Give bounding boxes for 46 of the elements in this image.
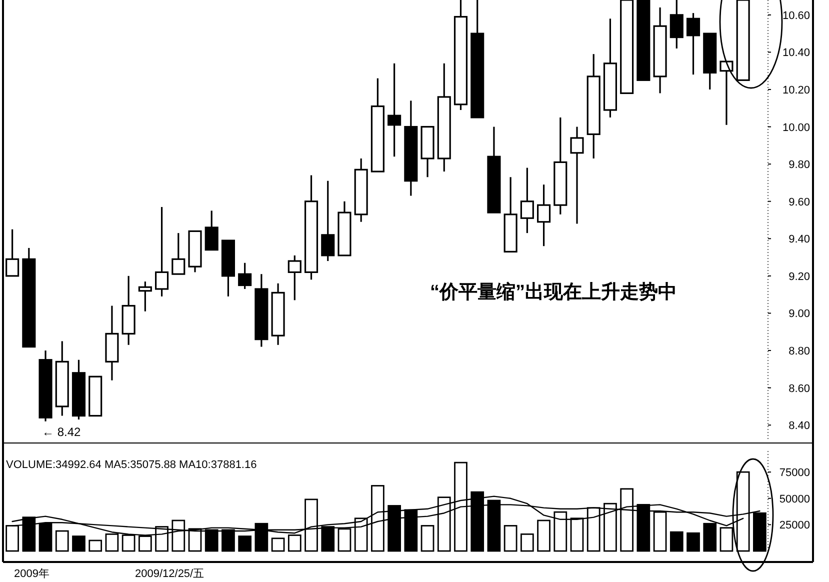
text: 2009年 [14,568,50,580]
y-tick-label: 9.80 [788,159,810,172]
candlestick [586,53,600,160]
bar [238,536,252,552]
y-tick-label: 8.60 [788,382,810,395]
candlestick [388,62,402,158]
candlestick [554,116,568,216]
candlestick [537,184,551,247]
candlestick [122,275,136,346]
candlestick [520,166,534,234]
y-tick-label: 10.00 [782,122,810,134]
y-tick-label: 9.00 [788,308,810,320]
candlestick [570,126,584,225]
y-tick-label: 25000 [779,520,810,532]
bar [520,533,534,552]
bar [72,536,86,552]
candlestick [404,100,418,197]
y-tick-label: 8.40 [788,420,810,432]
candlestick [271,282,285,346]
annotation: “价平量缩”出现在上升走势中 [430,281,677,303]
y-tick-label: 10.20 [782,84,810,96]
candlestick [653,6,667,94]
bar [537,520,550,552]
bar [271,538,285,552]
annotation: VOLUME:34992.64 MA5:35075.88 MA10:37881.16 [6,459,257,471]
bar [504,525,518,552]
bar [686,532,700,552]
y-tick-label: 9.40 [788,234,810,246]
y-tick-label: 10.60 [782,10,810,22]
bar [88,540,102,552]
text: 2009/12/25/五 [135,568,204,580]
y-tick-label: 10.40 [782,47,810,60]
candlestick [105,304,119,382]
y-tick-label: 8.80 [788,346,810,358]
bar [670,531,684,552]
y-tick-label: 50000 [779,493,810,506]
y-tick-label: 9.60 [788,196,810,208]
bar [420,525,434,552]
y-tick-label: 9.20 [788,270,810,283]
candlestick [670,0,684,50]
candlestick [437,62,451,172]
annotation: ← 8.42 [42,425,82,439]
candlestick [55,340,69,417]
y-tick-label: 75000 [779,467,810,480]
candlestick [38,350,52,422]
bar [55,530,69,552]
